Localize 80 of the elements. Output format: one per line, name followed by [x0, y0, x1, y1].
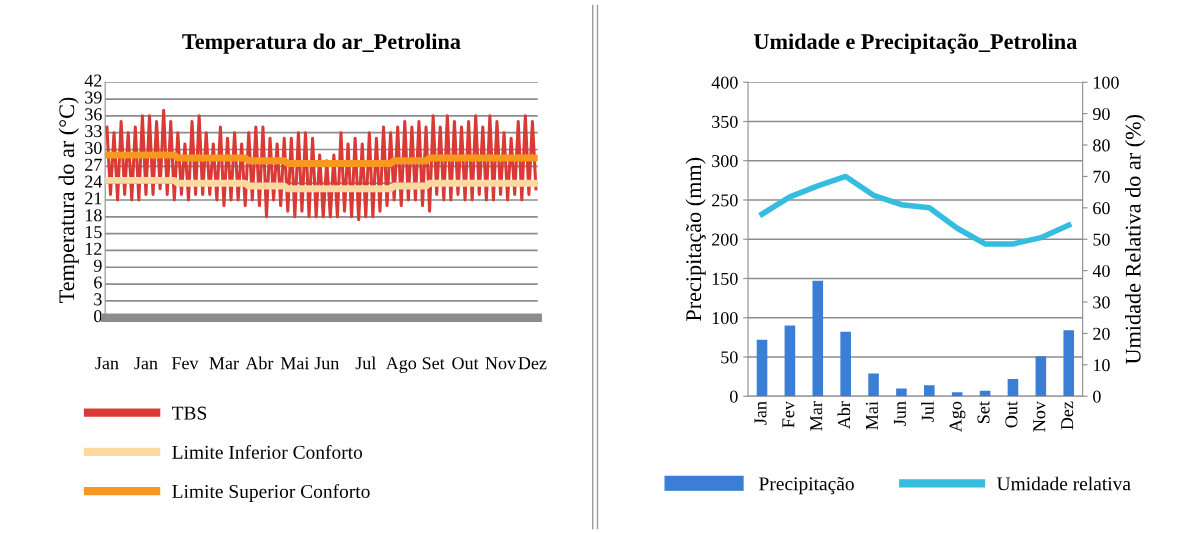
y-tick-label: 21 — [85, 192, 102, 205]
y-tick-label: 9 — [93, 259, 102, 272]
x-tick-label: Ago — [949, 401, 966, 433]
y-tick-label: 12 — [85, 242, 102, 255]
y2-tick-label: 70 — [1093, 170, 1110, 183]
bar — [756, 339, 768, 397]
y-tick-label: 100 — [712, 311, 738, 325]
y-tick-label: 30 — [85, 141, 102, 155]
x-tick-label: Out — [452, 357, 479, 370]
y2-axis-title: Umidade Relativa do ar (%) — [1125, 114, 1146, 365]
y2-tick-label: 80 — [1093, 139, 1110, 152]
x-tick-label: Mar — [209, 357, 239, 370]
x-tick-label: Jun — [314, 357, 340, 370]
y-tick-label: 50 — [721, 351, 738, 364]
legend-label: Umidade relativa — [996, 476, 1131, 491]
y-tick-label: 3 — [94, 293, 102, 306]
y2-tick-label: 40 — [1092, 264, 1110, 278]
y2-tick-label: 30 — [1093, 296, 1110, 309]
x-tick-label: Nov — [1033, 401, 1046, 432]
y2-tick-label: 90 — [1092, 107, 1110, 121]
y2-tick-label: 60 — [1093, 202, 1110, 215]
x-tick-label: Mar — [810, 401, 823, 431]
legend-label: Precipitação — [759, 477, 854, 495]
y-tick-label: 300 — [712, 154, 738, 168]
y-axis-title: Precipitação (mm) — [685, 157, 706, 321]
y-tick-label: 250 — [712, 194, 738, 207]
y-tick-label: 39 — [85, 91, 102, 104]
legend-label: Limite Superior Conforto — [172, 484, 370, 502]
x-tick-label: Ago — [385, 357, 417, 373]
x-tick-label: Abr — [245, 356, 274, 370]
y-tick-label: 350 — [712, 115, 738, 128]
x-tick-label: Fev — [171, 357, 199, 370]
y-tick-label: 0 — [730, 390, 738, 403]
y2-tick-label: 10 — [1093, 359, 1110, 372]
y2-tick-label: 20 — [1093, 327, 1110, 340]
x-tick-label: Nov — [485, 357, 517, 370]
y-tick-label: 33 — [85, 125, 102, 138]
x-tick-label: Dez — [518, 357, 547, 370]
bar — [1063, 330, 1075, 397]
bar — [784, 325, 796, 397]
y-tick-label: 18 — [85, 209, 102, 222]
bar — [868, 373, 879, 397]
x-tick-label: Abr — [837, 401, 851, 429]
y-axis-title: Temperatura do ar (°C) — [58, 97, 79, 303]
x-tick-label: Set — [422, 357, 445, 370]
bar — [896, 388, 907, 397]
x-tick-label: Set — [977, 401, 990, 423]
y2-tick-label: 50 — [1093, 233, 1110, 246]
y-tick-label: 27 — [85, 158, 102, 171]
y-tick-label: 200 — [712, 233, 738, 246]
y-tick-label: 24 — [85, 175, 103, 188]
legend-label: TBS — [172, 406, 207, 420]
y-tick-label: 6 — [94, 276, 102, 289]
bar — [1035, 356, 1047, 397]
y-tick-label: 15 — [85, 226, 102, 239]
legend-label: Limite Inferior Conforto — [172, 444, 363, 459]
y-tick-label: 150 — [712, 272, 738, 285]
x-tick-label: Mai — [865, 401, 879, 430]
x-tick-label: Jan — [134, 357, 158, 370]
y-tick-label: 400 — [711, 76, 738, 89]
x-tick-label: Jan — [95, 357, 119, 370]
bar — [951, 392, 963, 397]
x-tick-label: Mai — [280, 357, 310, 370]
chart-title: Temperatura do ar_Petrolina — [182, 33, 461, 54]
y2-tick-label: 0 — [1093, 390, 1101, 403]
bar — [812, 280, 824, 397]
bar — [840, 331, 851, 397]
x-tick-label: Fev — [782, 401, 795, 428]
x-tick-label: Dez — [1061, 401, 1074, 430]
y-tick-label: 36 — [85, 108, 102, 121]
bar — [924, 385, 935, 397]
x-tick-label: Jul — [921, 401, 934, 422]
x-tick-label: Jul — [355, 356, 376, 370]
y2-tick-label: 100 — [1093, 76, 1119, 89]
chart-title: Umidade e Precipitação_Petrolina — [754, 33, 1077, 54]
bar — [1007, 378, 1019, 397]
x-tick-label: Jan — [754, 401, 767, 425]
y-tick-label: 42 — [84, 74, 102, 87]
x-tick-label: Jun — [893, 401, 906, 426]
x-tick-label: Out — [1005, 401, 1018, 428]
